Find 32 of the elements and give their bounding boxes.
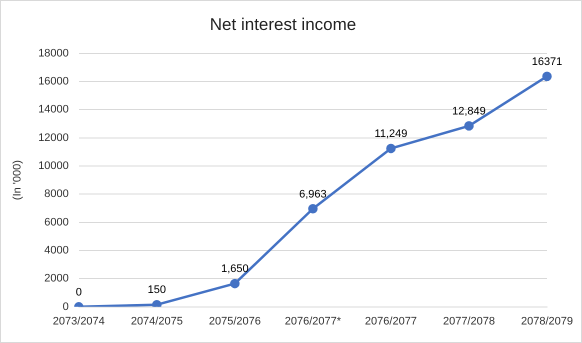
- y-tick-label: 18000: [38, 47, 69, 60]
- data-label: 16371: [532, 56, 562, 68]
- x-tick-label: 2076/2077: [364, 315, 417, 328]
- x-tick-label: 2074/2075: [130, 315, 183, 328]
- x-tick-label: 2076/2077*: [284, 315, 342, 328]
- point: [230, 278, 240, 288]
- point: [152, 300, 162, 307]
- y-tick-label: 4000: [44, 244, 69, 257]
- data-label: 11,249: [374, 128, 408, 140]
- x-tick-label: 2078/2079: [521, 315, 573, 328]
- data-label: 6,963: [299, 188, 327, 200]
- y-tick-label: 14000: [38, 104, 69, 116]
- data-label: 12,849: [452, 105, 486, 118]
- y-tick-label: 2000: [44, 272, 69, 285]
- y-tick-label: 10000: [38, 160, 69, 172]
- y-tick-label: 16000: [38, 76, 69, 88]
- y-axis-title: (In '000): [12, 160, 24, 200]
- point: [386, 144, 396, 154]
- y-tick-label: 6000: [44, 216, 69, 228]
- point: [308, 204, 318, 214]
- y-tick-label: 0: [62, 300, 69, 313]
- point: [542, 72, 552, 82]
- y-tick-label: 8000: [44, 188, 69, 200]
- x-tick-label: 2077/2078: [442, 315, 495, 328]
- x-tick-label: 2073/2074: [52, 315, 105, 328]
- chart-title: Net interest income: [210, 14, 356, 34]
- data-label: 150: [148, 284, 166, 296]
- data-label: 1,650: [221, 263, 249, 276]
- y-tick-label: 12000: [38, 132, 69, 144]
- x-tick-label: 2075/2076: [208, 315, 261, 328]
- data-label: 0: [76, 286, 82, 298]
- point: [464, 121, 474, 131]
